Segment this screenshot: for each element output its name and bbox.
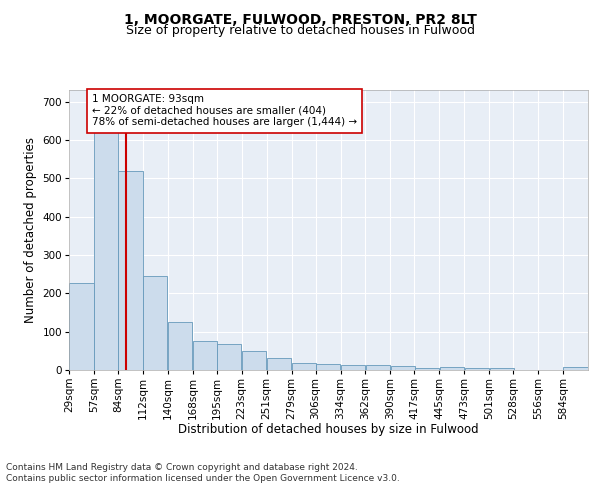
Bar [168,322,193,370]
Bar [217,344,241,370]
Text: 1 MOORGATE: 93sqm
← 22% of detached houses are smaller (404)
78% of semi-detache: 1 MOORGATE: 93sqm ← 22% of detached hous… [92,94,357,128]
Bar [267,358,291,370]
Bar [143,276,167,370]
Bar [94,117,118,370]
Bar [292,363,316,370]
Bar [563,367,587,370]
Y-axis label: Number of detached properties: Number of detached properties [24,137,37,323]
Text: Size of property relative to detached houses in Fulwood: Size of property relative to detached ho… [125,24,475,37]
Bar [316,364,340,370]
Text: Contains HM Land Registry data © Crown copyright and database right 2024.: Contains HM Land Registry data © Crown c… [6,462,358,471]
Text: Distribution of detached houses by size in Fulwood: Distribution of detached houses by size … [178,422,479,436]
Bar [415,368,439,370]
Text: Contains public sector information licensed under the Open Government Licence v3: Contains public sector information licen… [6,474,400,483]
Bar [366,366,390,370]
Bar [118,170,143,370]
Bar [341,366,365,370]
Bar [70,282,94,370]
Bar [440,367,464,370]
Bar [490,368,514,370]
Bar [193,341,217,370]
Bar [464,368,489,370]
Text: 1, MOORGATE, FULWOOD, PRESTON, PR2 8LT: 1, MOORGATE, FULWOOD, PRESTON, PR2 8LT [124,12,476,26]
Bar [391,366,415,370]
Bar [242,351,266,370]
